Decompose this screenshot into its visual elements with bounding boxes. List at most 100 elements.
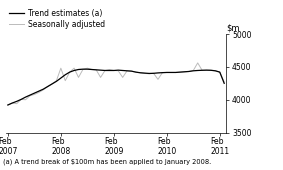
Trend estimates (a): [103, 70, 107, 72]
Seasonally adjusted: [139, 72, 142, 74]
Trend estimates (a): [15, 100, 18, 102]
Trend estimates (a): [200, 69, 204, 71]
Trend estimates (a): [86, 68, 89, 70]
Trend estimates (a): [214, 70, 217, 72]
Trend estimates (a): [222, 82, 226, 84]
Seasonally adjusted: [37, 91, 40, 94]
Seasonally adjusted: [196, 62, 200, 64]
Seasonally adjusted: [64, 80, 67, 82]
Trend estimates (a): [187, 70, 190, 72]
Seasonally adjusted: [152, 72, 155, 74]
Seasonally adjusted: [6, 104, 10, 106]
Trend estimates (a): [64, 74, 67, 76]
Trend estimates (a): [209, 69, 213, 71]
Seasonally adjusted: [156, 78, 160, 80]
Trend estimates (a): [37, 90, 40, 92]
Text: (a) A trend break of $100m has been applied to January 2008.: (a) A trend break of $100m has been appl…: [3, 158, 211, 165]
Seasonally adjusted: [28, 95, 32, 97]
Seasonally adjusted: [95, 69, 98, 71]
Trend estimates (a): [33, 92, 36, 94]
Trend estimates (a): [59, 77, 63, 79]
Text: $m: $m: [226, 23, 240, 32]
Trend estimates (a): [125, 70, 129, 72]
Trend estimates (a): [205, 69, 208, 71]
Trend estimates (a): [178, 71, 182, 73]
Seasonally adjusted: [42, 89, 45, 91]
Trend estimates (a): [46, 86, 49, 88]
Seasonally adjusted: [209, 69, 213, 71]
Seasonally adjusted: [218, 71, 222, 73]
Seasonally adjusted: [170, 71, 173, 73]
Line: Trend estimates (a): Trend estimates (a): [8, 69, 224, 105]
Trend estimates (a): [139, 72, 142, 74]
Legend: Trend estimates (a), Seasonally adjusted: Trend estimates (a), Seasonally adjusted: [6, 6, 108, 32]
Seasonally adjusted: [174, 71, 177, 73]
Trend estimates (a): [81, 68, 85, 70]
Trend estimates (a): [152, 72, 155, 74]
Seasonally adjusted: [165, 71, 168, 73]
Trend estimates (a): [90, 69, 93, 71]
Seasonally adjusted: [103, 70, 107, 72]
Seasonally adjusted: [68, 71, 71, 73]
Trend estimates (a): [68, 71, 71, 73]
Trend estimates (a): [6, 104, 10, 106]
Seasonally adjusted: [50, 83, 54, 85]
Trend estimates (a): [20, 98, 23, 100]
Trend estimates (a): [134, 71, 138, 73]
Seasonally adjusted: [72, 67, 76, 69]
Seasonally adjusted: [20, 98, 23, 100]
Trend estimates (a): [143, 72, 146, 74]
Trend estimates (a): [196, 70, 200, 72]
Seasonally adjusted: [214, 70, 217, 72]
Seasonally adjusted: [55, 80, 58, 82]
Trend estimates (a): [183, 71, 186, 73]
Seasonally adjusted: [183, 71, 186, 73]
Trend estimates (a): [99, 69, 102, 71]
Trend estimates (a): [165, 71, 168, 73]
Seasonally adjusted: [222, 81, 226, 83]
Seasonally adjusted: [187, 70, 190, 72]
Seasonally adjusted: [117, 70, 120, 72]
Seasonally adjusted: [112, 70, 115, 72]
Seasonally adjusted: [192, 70, 195, 72]
Line: Seasonally adjusted: Seasonally adjusted: [8, 63, 224, 105]
Seasonally adjusted: [86, 67, 89, 69]
Seasonally adjusted: [15, 103, 18, 105]
Trend estimates (a): [147, 72, 151, 74]
Trend estimates (a): [117, 69, 120, 71]
Trend estimates (a): [28, 94, 32, 96]
Seasonally adjusted: [81, 69, 85, 71]
Seasonally adjusted: [108, 69, 111, 71]
Trend estimates (a): [130, 70, 133, 72]
Seasonally adjusted: [125, 70, 129, 72]
Seasonally adjusted: [46, 86, 49, 88]
Trend estimates (a): [156, 72, 160, 74]
Seasonally adjusted: [90, 69, 93, 71]
Seasonally adjusted: [24, 99, 27, 101]
Seasonally adjusted: [200, 69, 204, 71]
Trend estimates (a): [170, 71, 173, 73]
Trend estimates (a): [24, 96, 27, 98]
Seasonally adjusted: [205, 69, 208, 71]
Seasonally adjusted: [33, 94, 36, 96]
Seasonally adjusted: [77, 76, 80, 78]
Trend estimates (a): [108, 70, 111, 72]
Seasonally adjusted: [130, 70, 133, 72]
Trend estimates (a): [174, 71, 177, 73]
Seasonally adjusted: [99, 76, 102, 78]
Seasonally adjusted: [143, 72, 146, 74]
Seasonally adjusted: [59, 67, 63, 69]
Trend estimates (a): [72, 70, 76, 72]
Trend estimates (a): [95, 69, 98, 71]
Trend estimates (a): [121, 70, 124, 72]
Seasonally adjusted: [121, 76, 124, 78]
Seasonally adjusted: [161, 72, 164, 74]
Trend estimates (a): [112, 70, 115, 72]
Trend estimates (a): [161, 72, 164, 74]
Seasonally adjusted: [10, 102, 14, 104]
Trend estimates (a): [10, 102, 14, 104]
Trend estimates (a): [50, 83, 54, 85]
Seasonally adjusted: [178, 71, 182, 73]
Trend estimates (a): [218, 71, 222, 73]
Trend estimates (a): [77, 69, 80, 71]
